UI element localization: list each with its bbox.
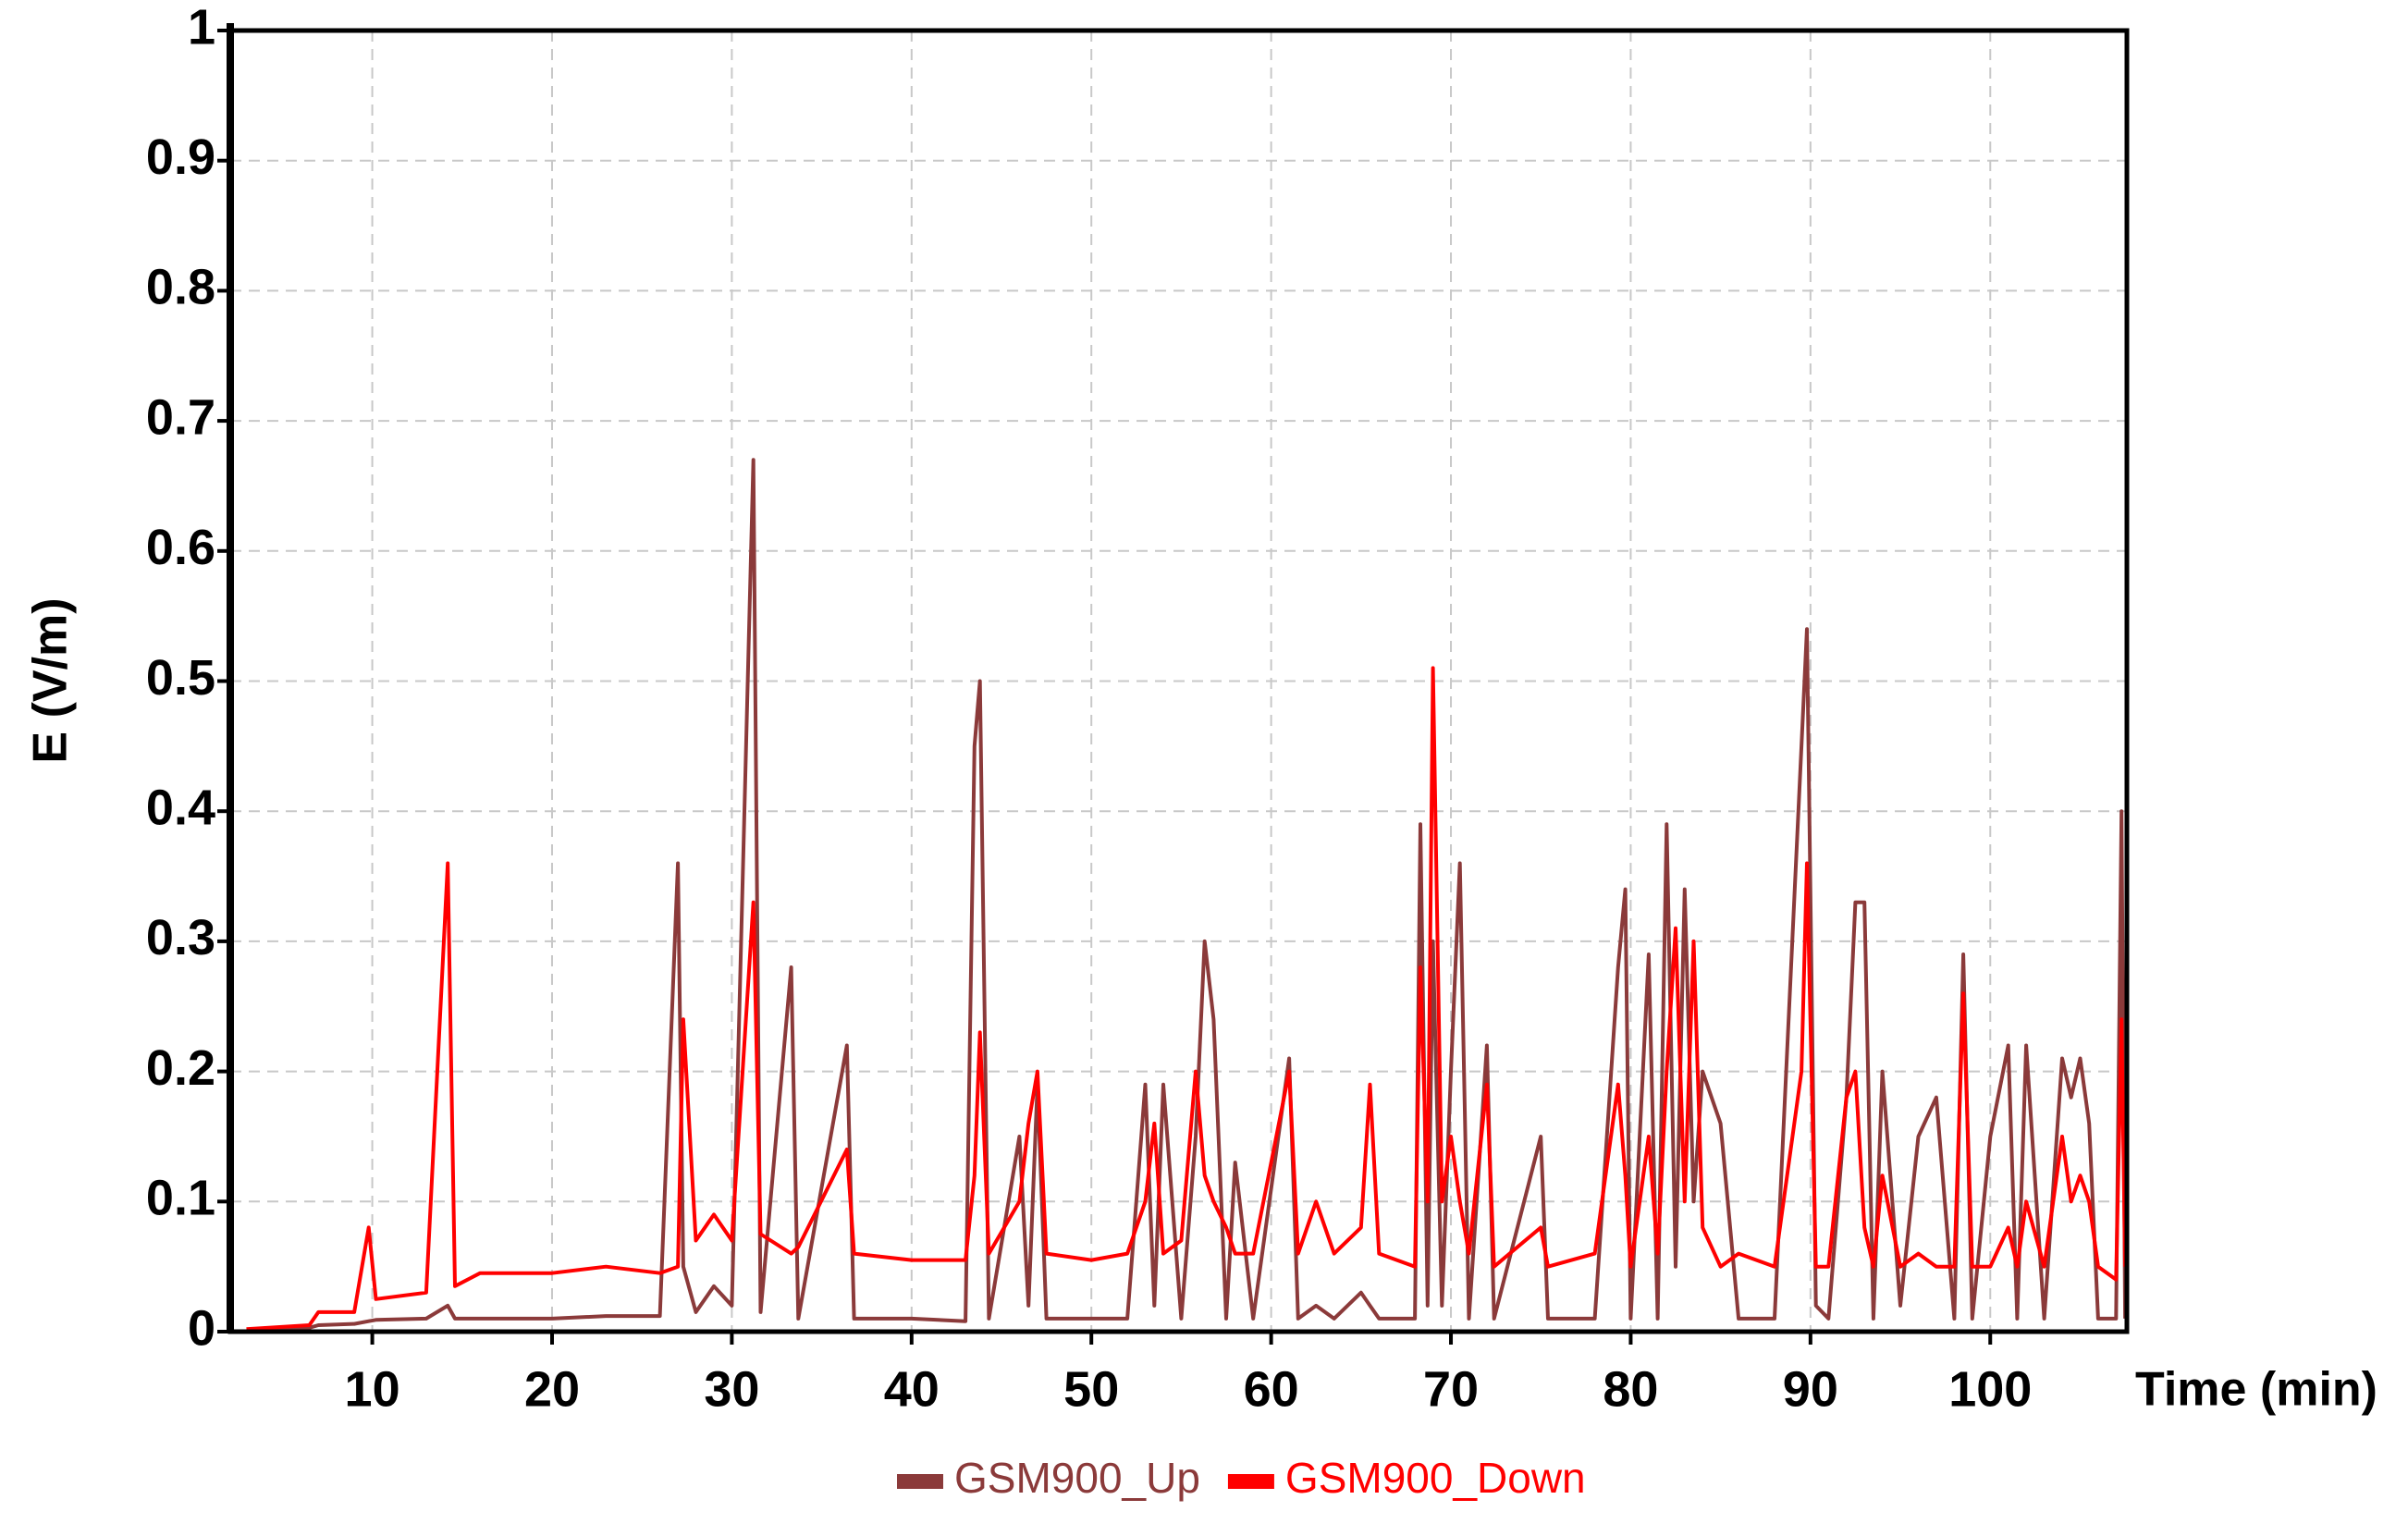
x-tick-label: 30 (704, 1361, 759, 1417)
y-axis-title: E (V/m) (24, 597, 78, 763)
x-tick-label: 70 (1423, 1361, 1479, 1417)
x-tick-label: 90 (1783, 1361, 1838, 1417)
x-tick-label: 80 (1603, 1361, 1658, 1417)
y-tick-label: 0 (188, 1300, 215, 1356)
y-tick-label: 1 (188, 0, 215, 55)
y-tick-label: 0.7 (146, 389, 215, 445)
x-axis-title: Time (min) (2135, 1363, 2377, 1417)
y-tick-label: 0.9 (146, 129, 215, 185)
series-line (246, 666, 2128, 1332)
y-tick-label: 0.5 (146, 650, 215, 706)
x-tick-label: 20 (524, 1361, 580, 1417)
y-tick-label: 0.2 (146, 1040, 215, 1096)
x-tick-label: 60 (1244, 1361, 1299, 1417)
y-tick-label: 0.6 (146, 520, 215, 575)
y-tick-label: 0.3 (146, 910, 215, 965)
x-tick-label: 40 (884, 1361, 940, 1417)
x-tick-label: 50 (1063, 1361, 1119, 1417)
x-tick-label: 100 (1948, 1361, 2032, 1417)
y-tick-label: 0.8 (146, 260, 215, 315)
legend-label: GSM900_Up (954, 1454, 1200, 1502)
y-tick-label: 0.1 (146, 1171, 215, 1226)
x-tick-label: 10 (345, 1361, 400, 1417)
legend-swatch (897, 1474, 943, 1489)
legend-swatch (1227, 1474, 1274, 1489)
legend-label: GSM900_Down (1285, 1454, 1586, 1502)
y-tick-label: 0.4 (146, 780, 215, 835)
